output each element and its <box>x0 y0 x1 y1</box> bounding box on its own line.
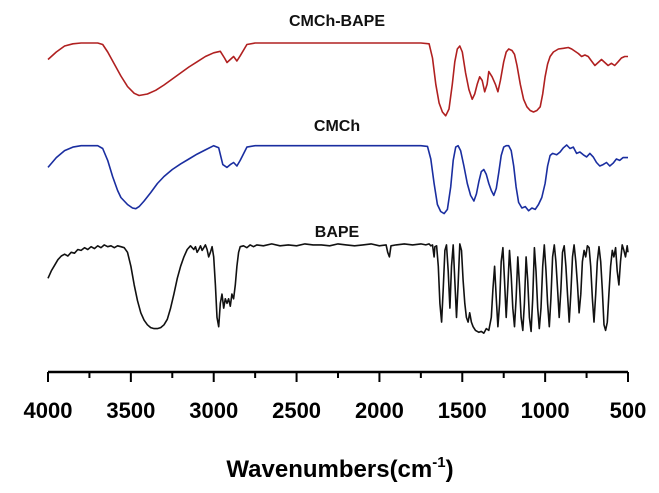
x-tick-label-3000: 3000 <box>189 398 238 423</box>
x-tick-label-3500: 3500 <box>106 398 155 423</box>
x-axis-title: Wavenumbers(cm-1) <box>226 454 453 483</box>
series-label-cmch: CMCh <box>314 118 360 135</box>
x-tick-label-2500: 2500 <box>272 398 321 423</box>
series-label-bape: BAPE <box>315 224 360 241</box>
series-line-cmch-bape <box>47 42 628 117</box>
plot-area: CMCh-BAPE CMCh BAPE <box>47 13 629 334</box>
series-line-cmch <box>47 144 628 215</box>
x-axis-title-main: Wavenumbers(cm <box>226 456 432 483</box>
x-tick-layer: 4000 3500 3000 2500 2000 1500 1000 500 <box>24 372 647 423</box>
x-axis-title-superscript: -1 <box>432 454 445 471</box>
x-tick-label-500: 500 <box>610 398 647 423</box>
x-tick-label-1000: 1000 <box>521 398 570 423</box>
x-axis: 4000 3500 3000 2500 2000 1500 1000 500 Wavenumb… <box>24 370 647 483</box>
x-tick-label-4000: 4000 <box>24 398 73 423</box>
x-tick-label-1500: 1500 <box>438 398 487 423</box>
series-label-layer: CMCh-BAPE CMCh BAPE <box>289 13 385 241</box>
x-axis-title-close: ) <box>446 456 454 483</box>
series-layer <box>47 42 629 334</box>
series-line-bape <box>47 243 629 334</box>
x-tick-label-2000: 2000 <box>355 398 404 423</box>
series-label-cmch-bape: CMCh-BAPE <box>289 13 385 30</box>
